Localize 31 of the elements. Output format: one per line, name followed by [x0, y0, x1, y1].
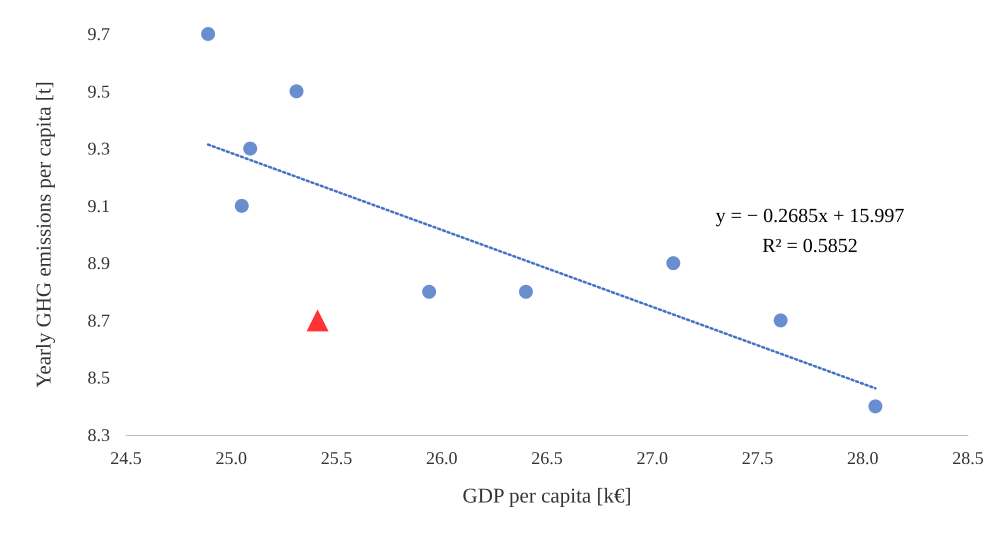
- y-tick-label: 8.7: [88, 310, 110, 330]
- annotation: y = − 0.2685x + 15.997: [716, 205, 904, 227]
- y-axis-title: Yearly GHG emissions per capita [t]: [32, 81, 56, 388]
- y-tick-label: 8.9: [88, 253, 110, 274]
- point: [290, 84, 304, 98]
- point: [201, 27, 216, 41]
- point: [306, 309, 329, 332]
- point: [774, 313, 788, 328]
- x-axis-title: GDP per capita [k€]: [462, 484, 632, 508]
- y-tick-label: 8.5: [88, 368, 110, 388]
- x-tick-label: 26.5: [531, 448, 563, 468]
- x-tick-label: 26.0: [426, 448, 458, 468]
- x-tick-label: 25.0: [216, 448, 247, 468]
- y-tick-label: 9.5: [88, 81, 110, 102]
- x-tick-label: 27.0: [636, 448, 668, 468]
- point: [666, 256, 680, 270]
- x-tick-label: 24.5: [110, 448, 142, 468]
- y-tick-label: 9.1: [88, 196, 110, 216]
- x-tick-label: 28.5: [952, 448, 984, 468]
- annotation: R² = 0.5852: [762, 235, 858, 257]
- y-tick-label: 9.7: [88, 24, 110, 44]
- point: [868, 399, 882, 414]
- x-tick-label: 27.5: [742, 448, 774, 468]
- y-tick-label: 8.3: [88, 425, 110, 445]
- y-tick-label: 9.3: [88, 138, 110, 159]
- point: [422, 284, 436, 299]
- point: [234, 198, 249, 213]
- x-tick-label: 25.5: [320, 448, 352, 468]
- point: [518, 284, 533, 299]
- point: [243, 142, 258, 156]
- x-tick-label: 28.0: [847, 448, 878, 468]
